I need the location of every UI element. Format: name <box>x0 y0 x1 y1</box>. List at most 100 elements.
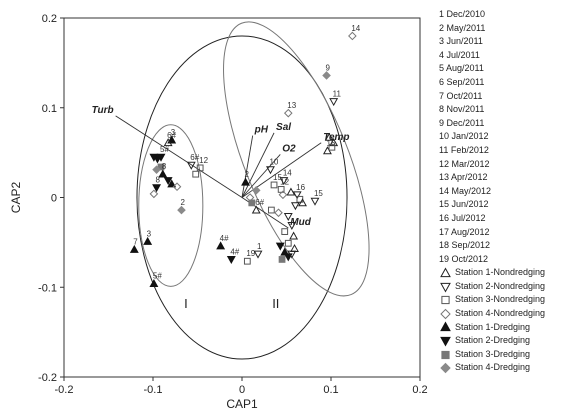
legend-marker-shape-1 <box>440 267 451 278</box>
data-point-28 <box>275 242 285 251</box>
station-legend-item: Station 4-Nondredging <box>439 307 567 321</box>
data-point-57 <box>149 189 159 199</box>
legend: 1 Dec/2010 2 May/2011 3 Jun/2011 4 Jul/2011… <box>439 8 567 375</box>
vector-turb <box>115 115 243 198</box>
vector-label-turb: Turb <box>92 105 114 116</box>
station-legend-item: Station 4-Dredging <box>439 361 567 375</box>
point-label-3: 11 <box>333 89 342 98</box>
station-legend-label: Station 2-Nondredging <box>455 280 546 291</box>
station-legend-item: Station 2-Dredging <box>439 334 567 348</box>
y-tick-label-2: 0 <box>51 193 57 205</box>
data-point-11 <box>279 177 289 186</box>
data-point-58 <box>177 205 186 215</box>
station-legend-item: Station 1-Nondredging <box>439 266 567 280</box>
data-point-34 <box>243 257 251 265</box>
legend-marker-shape-5 <box>440 321 451 332</box>
time-legend-item: 15 Jun/2012 <box>439 199 489 210</box>
data-point-50 <box>186 161 196 170</box>
time-legend-item: 17 Aug/2012 <box>439 226 490 237</box>
ellipse-2 <box>138 124 204 287</box>
data-point-18 <box>290 202 300 211</box>
point-label-49: 8 <box>162 162 167 171</box>
data-point-27 <box>284 239 292 247</box>
data-point-56 <box>152 184 162 193</box>
point-label-9: 15 <box>314 189 323 198</box>
data-point-48 <box>152 165 161 174</box>
data-point-24 <box>287 221 297 230</box>
data-point-31 <box>278 256 286 263</box>
group-label-i: I <box>184 296 188 311</box>
vector-sal <box>241 132 275 198</box>
station-legend-item: Station 1-Dredging <box>439 321 567 335</box>
group-label-ii: II <box>272 296 279 311</box>
data-point-59 <box>129 244 139 253</box>
data-point-10 <box>266 166 275 175</box>
time-legend-item: 4 Jul/2011 <box>439 49 480 60</box>
point-label-2: 9 <box>326 63 331 72</box>
data-point-49 <box>158 169 168 178</box>
data-point-23 <box>283 212 293 221</box>
time-legend: 1 Dec/2010 2 May/2011 3 Jun/2011 4 Jul/2011… <box>439 8 567 266</box>
time-legend-item: 12 Mar/2012 <box>439 158 490 169</box>
ellipse-3 <box>223 21 370 297</box>
point-label-41: 4# <box>230 247 239 256</box>
point-label-20: 6# <box>255 198 264 207</box>
station-legend-label: Station 2-Dredging <box>455 335 531 346</box>
x-tick-label-2: 0 <box>239 384 245 396</box>
vector-o2 <box>241 154 281 198</box>
time-legend-item: 16 Jul/2012 <box>439 212 486 223</box>
y-axis-title: CAP2 <box>9 182 23 214</box>
point-label-4: 13 <box>287 101 296 110</box>
point-label-44: 5# <box>160 145 169 154</box>
data-point-26 <box>289 231 299 240</box>
data-point-3 <box>329 98 339 107</box>
station-legend-label: Station 1-Nondredging <box>455 267 546 278</box>
point-label-43: 6# <box>167 131 176 140</box>
data-point-43 <box>163 138 173 147</box>
legend-marker-shape-6 <box>440 336 451 347</box>
legend-marker-triangle-up-open <box>440 267 451 278</box>
point-label-7: 16 <box>326 139 335 148</box>
point-label-61: 5# <box>153 272 162 281</box>
station-legend-item: Station 3-Dredging <box>439 348 567 362</box>
data-point-53 <box>167 179 177 188</box>
legend-marker-shape-7 <box>441 350 450 359</box>
legend-marker-triangle-up-filled <box>440 321 451 332</box>
data-point-21 <box>267 206 275 214</box>
time-legend-item: 10 Jan/2012 <box>439 131 489 142</box>
vector-label-sal: Sal <box>276 122 291 133</box>
point-label-50: 6# <box>190 153 199 162</box>
point-label-60: 3 <box>147 229 152 238</box>
data-point-12 <box>270 181 278 189</box>
x-tick-label-4: 0.2 <box>412 384 427 396</box>
data-point-33 <box>290 244 299 253</box>
legend-marker-shape-3 <box>441 296 450 305</box>
vector-layer: Turb pH Sal O2 Temp Mud <box>92 105 350 229</box>
point-label-56: 8 <box>156 176 161 185</box>
data-point-19 <box>298 198 307 207</box>
vector-label-o2: O2 <box>282 143 296 154</box>
point-label-51: 12 <box>199 156 208 165</box>
data-point-46 <box>149 153 159 162</box>
data-point-16 <box>292 191 302 200</box>
data-point-39 <box>248 199 256 207</box>
x-axis-title: CAP1 <box>226 397 258 411</box>
data-point-36 <box>241 177 251 186</box>
station-legend-item: Station 2-Nondredging <box>439 280 567 294</box>
time-legend-item: 5 Aug/2011 <box>439 63 484 74</box>
vector-label-ph: pH <box>254 125 269 136</box>
time-legend-item: 9 Dec/2011 <box>439 117 485 128</box>
y-tick-label-1: -0.1 <box>38 282 57 294</box>
data-point-9 <box>310 197 320 206</box>
data-point-37 <box>251 186 261 195</box>
legend-marker-diamond-filled <box>440 363 451 374</box>
x-tick-label-1: -0.1 <box>144 384 163 396</box>
point-label-10: 10 <box>269 158 278 167</box>
y-tick-label-0: -0.2 <box>38 372 57 384</box>
data-point-40 <box>216 241 226 250</box>
time-legend-item: 13 Apr/2012 <box>439 172 488 183</box>
legend-marker-shape-4 <box>440 308 451 320</box>
point-label-35: 1 <box>257 242 262 251</box>
y-tick-label-4: 0.2 <box>42 13 57 25</box>
